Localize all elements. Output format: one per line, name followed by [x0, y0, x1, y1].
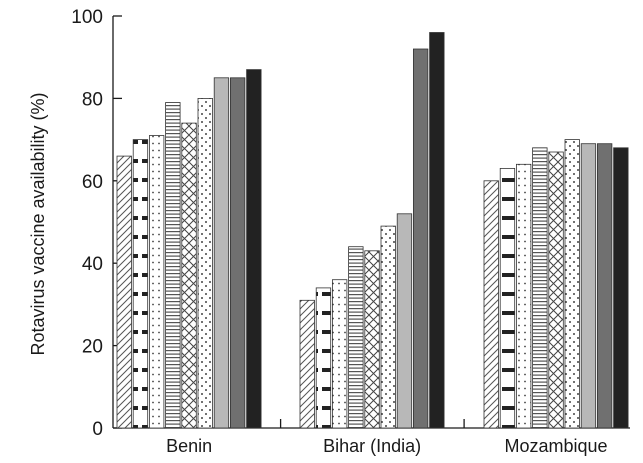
bar-mozambique-diagonal-hatch [483, 180, 499, 429]
bar-mozambique-horizontal-lines [532, 147, 548, 429]
category-label: Benin [166, 436, 212, 456]
bar-benin-black [246, 69, 262, 429]
bar-bihar-india-mid-gray [412, 48, 429, 429]
bar-benin-thick-dashes [132, 139, 149, 429]
bar-mozambique-sparse-dots [564, 139, 580, 429]
bar-mozambique-crosshatch [548, 151, 564, 429]
y-tick-label: 60 [82, 172, 103, 193]
bar-bihar-india-light-gray [396, 213, 413, 429]
bar-benin-crosshatch [181, 122, 197, 429]
bar-bihar-india-dots [331, 279, 348, 429]
bar-bihar-india-sparse-dots [380, 225, 396, 429]
y-tick-label: 100 [71, 7, 103, 28]
bar-mozambique-mid-gray [597, 143, 613, 429]
y-tick-label: 80 [82, 89, 103, 110]
bar-benin-horizontal-lines [165, 102, 181, 429]
bar-benin-sparse-dots [197, 98, 213, 429]
bars [116, 32, 629, 429]
y-tick-label: 40 [82, 254, 103, 275]
bar-benin-light-gray [213, 77, 230, 429]
y-tick-label: 20 [82, 337, 103, 358]
bar-benin-dots [148, 135, 165, 429]
category-labels: Benin Bihar (India) Mozambique [166, 419, 608, 456]
y-axis-ticks: 0 20 40 60 80 100 [71, 7, 122, 440]
bar-benin-diagonal-hatch [116, 155, 132, 429]
bar-bihar-india-black [429, 32, 445, 429]
category-label: Bihar (India) [323, 436, 421, 456]
bar-bihar-india-thick-dashes [315, 287, 332, 429]
bar-bihar-india-crosshatch [364, 250, 380, 429]
bar-mozambique-thick-dashes [499, 167, 516, 429]
bar-mozambique-black [613, 147, 629, 429]
bar-mozambique-light-gray [580, 143, 597, 429]
y-axis-label: Rotavirus vaccine availability (%) [28, 92, 48, 355]
bar-bihar-india-diagonal-hatch [299, 299, 315, 429]
bar-mozambique-dots [516, 163, 532, 429]
y-tick-label: 0 [92, 419, 103, 440]
bar-bihar-india-horizontal-lines [348, 246, 364, 429]
category-label: Mozambique [504, 436, 607, 456]
bar-benin-mid-gray [229, 77, 246, 429]
